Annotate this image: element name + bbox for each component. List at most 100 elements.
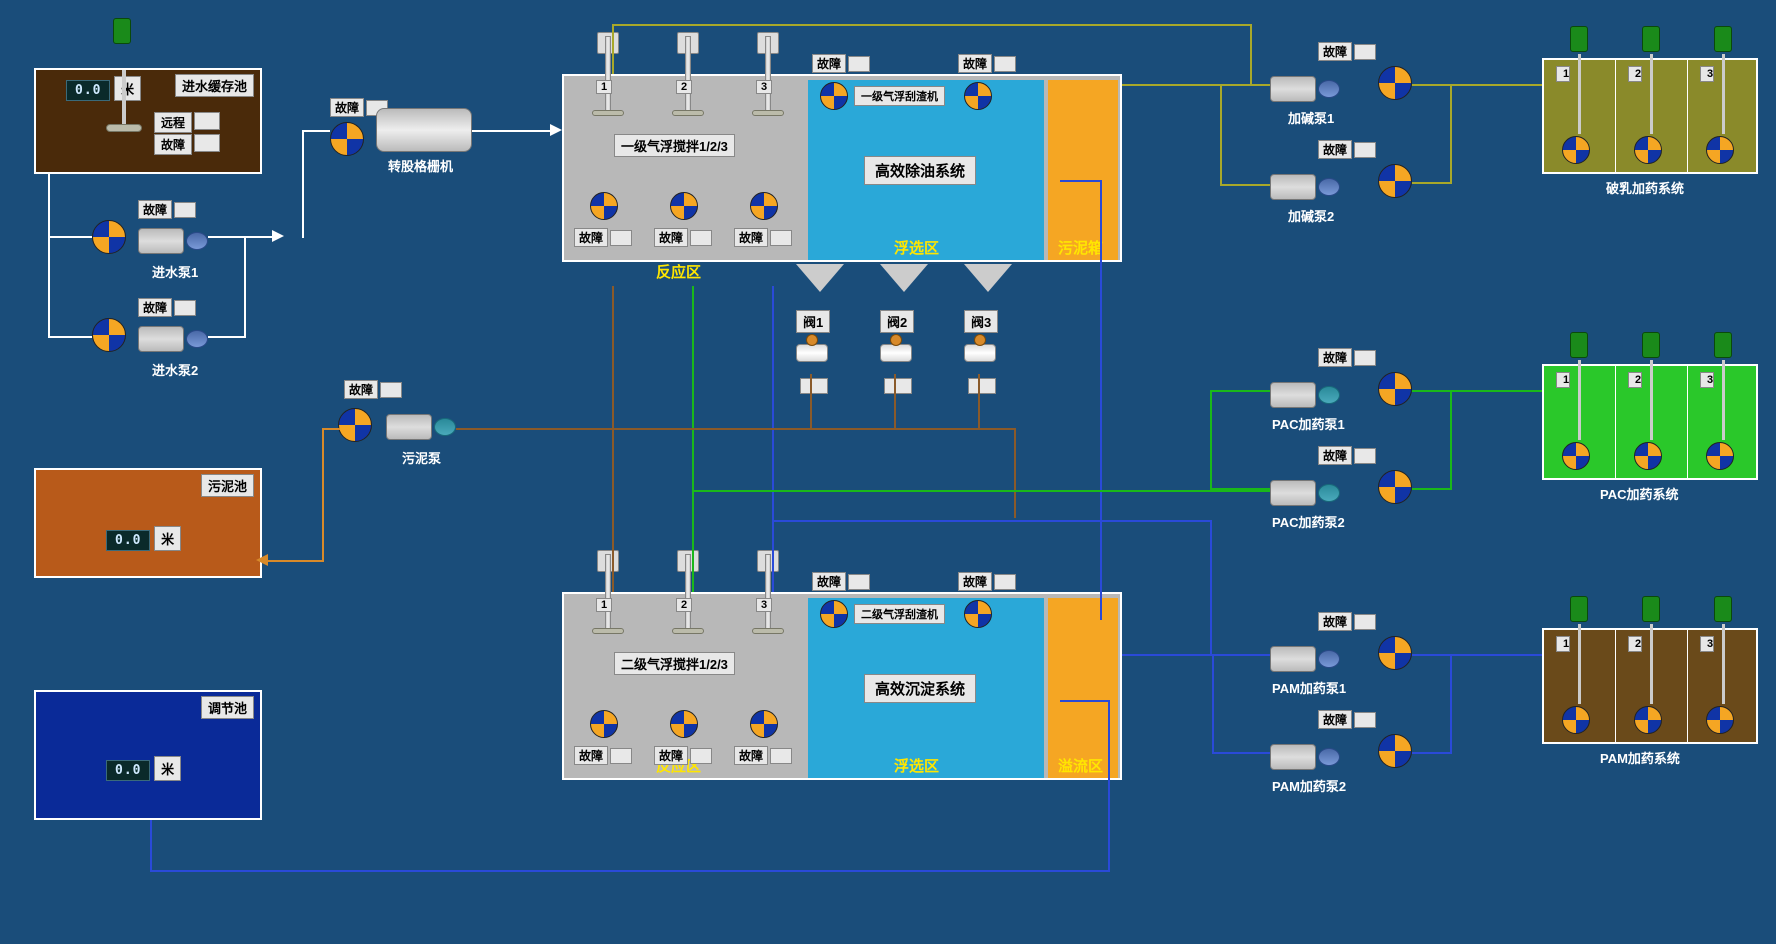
system2-fault-top1[interactable]: 故障 (812, 572, 870, 591)
pac-mixer-num-1: 1 (1556, 372, 1570, 388)
inlet-pump1-icon (138, 222, 208, 260)
system1-zone-sludge: 污泥箱 (1058, 237, 1103, 258)
sludge-tank-unit: 米 (154, 526, 181, 551)
screen-label: 转股格栅机 (388, 156, 453, 175)
system2-mix3-status-icon[interactable] (750, 710, 778, 738)
system1-valve3-icon[interactable] (958, 338, 1002, 368)
pac-pump2-icon (1270, 474, 1340, 512)
pac-mixer-num-2: 2 (1628, 372, 1642, 388)
system1-valve2-indicator[interactable] (884, 378, 912, 394)
pam-mixer2-motor-icon (1642, 596, 1660, 622)
system2-scraper-status-left-icon[interactable] (820, 600, 848, 628)
system2-panel: 反应区 浮选区 溢流区 二级气浮搅拌1/2/3 高效沉淀系统 二级气浮刮渣机 (562, 592, 1122, 780)
alkali-mixer1-motor-icon (1570, 26, 1588, 52)
pac-pump1-label: PAC加药泵1 (1272, 414, 1345, 433)
pam-mixer-num-3: 3 (1700, 636, 1714, 652)
system1-mix3-fault[interactable]: 故障 (734, 228, 792, 247)
inlet-fault-indicator[interactable] (194, 134, 220, 152)
pac-pump2-status-icon[interactable] (1378, 470, 1412, 504)
system1-valve1-icon[interactable] (790, 338, 834, 368)
system1-mix3-status-icon[interactable] (750, 192, 778, 220)
pac-pump1-status-icon[interactable] (1378, 372, 1412, 406)
system1-fault-top2[interactable]: 故障 (958, 54, 1016, 73)
system1-valve2-icon[interactable] (874, 338, 918, 368)
alkali-pump1-fault[interactable]: 故障 (1318, 42, 1376, 61)
alkali-mix1-status-icon[interactable] (1562, 136, 1590, 164)
pam-pump2-icon (1270, 738, 1340, 776)
screen-status-icon[interactable] (330, 122, 364, 156)
adjust-tank: 调节池 0.0 米 (34, 690, 262, 820)
system1-fault-top1[interactable]: 故障 (812, 54, 870, 73)
system1-valve3-indicator[interactable] (968, 378, 996, 394)
pam-pump1-icon (1270, 640, 1340, 678)
system1-mix2-status-icon[interactable] (670, 192, 698, 220)
system1-valve1-indicator[interactable] (800, 378, 828, 394)
inlet-pump1-status-icon[interactable] (92, 220, 126, 254)
system2-mix2-status-icon[interactable] (670, 710, 698, 738)
pam-pump2-fault[interactable]: 故障 (1318, 710, 1376, 729)
pac-pump2-fault[interactable]: 故障 (1318, 446, 1376, 465)
pac-mixer-num-3: 3 (1700, 372, 1714, 388)
alkali-pump2-status-icon[interactable] (1378, 164, 1412, 198)
inlet-mixer-shaft-icon (122, 70, 126, 128)
alkali-mix2-status-icon[interactable] (1634, 136, 1662, 164)
alkali-pump2-fault[interactable]: 故障 (1318, 140, 1376, 159)
inlet-pump2-status-icon[interactable] (92, 318, 126, 352)
system2-mix2-fault[interactable]: 故障 (654, 746, 712, 765)
alkali-pump1-status-icon[interactable] (1378, 66, 1412, 100)
pac-mixer2-motor-icon (1642, 332, 1660, 358)
pam-system-label: PAM加药系统 (1600, 748, 1680, 767)
system1-mix-title: 一级气浮搅拌1/2/3 (614, 134, 735, 157)
inlet-buffer-unit: 米 (114, 76, 141, 101)
adjust-tank-unit: 米 (154, 756, 181, 781)
pac-pump1-fault[interactable]: 故障 (1318, 348, 1376, 367)
inlet-remote-indicator[interactable] (194, 112, 220, 130)
alkali-mixer-num-1: 1 (1556, 66, 1570, 82)
system2-mix3-fault[interactable]: 故障 (734, 746, 792, 765)
pam-mixer3-motor-icon (1714, 596, 1732, 622)
system2-zone-over: 溢流区 (1058, 755, 1103, 776)
system1-mix1-fault[interactable]: 故障 (574, 228, 632, 247)
pac-mix3-status-icon[interactable] (1706, 442, 1734, 470)
pam-mix1-status-icon[interactable] (1562, 706, 1590, 734)
pac-mix2-status-icon[interactable] (1634, 442, 1662, 470)
adjust-tank-value: 0.0 (106, 760, 150, 781)
system1-scraper-status-right-icon[interactable] (964, 82, 992, 110)
alkali-mix3-status-icon[interactable] (1706, 136, 1734, 164)
system2-fault-top2[interactable]: 故障 (958, 572, 1016, 591)
system1-title: 高效除油系统 (864, 156, 976, 185)
system1-mix2-fault[interactable]: 故障 (654, 228, 712, 247)
alkali-system-label: 破乳加药系统 (1606, 178, 1684, 197)
system2-scraper-label: 二级气浮刮渣机 (854, 604, 945, 624)
pam-pump1-status-icon[interactable] (1378, 636, 1412, 670)
pac-mix1-status-icon[interactable] (1562, 442, 1590, 470)
screen-icon (376, 108, 472, 152)
sludge-pump-fault[interactable]: 故障 (344, 380, 402, 399)
inlet-pump1-label: 进水泵1 (152, 262, 198, 281)
system2-mix1-fault[interactable]: 故障 (574, 746, 632, 765)
sludge-pump-label: 污泥泵 (402, 448, 441, 467)
system2-mix1-status-icon[interactable] (590, 710, 618, 738)
inlet-pump2-label: 进水泵2 (152, 360, 198, 379)
inlet-pump1-fault[interactable]: 故障 (138, 200, 196, 219)
system1-hopper-1-icon (796, 264, 844, 292)
pam-mix3-status-icon[interactable] (1706, 706, 1734, 734)
system1-mix1-status-icon[interactable] (590, 192, 618, 220)
system1-scraper-status-left-icon[interactable] (820, 82, 848, 110)
sludge-pump-status-icon[interactable] (338, 408, 372, 442)
pam-pump2-status-icon[interactable] (1378, 734, 1412, 768)
system1-panel: 反应区 浮选区 污泥箱 一级气浮搅拌1/2/3 高效除油系统 一级气浮刮渣机 (562, 74, 1122, 262)
pac-pump2-label: PAC加药泵2 (1272, 512, 1345, 531)
system1-valve2-label: 阀2 (880, 310, 914, 333)
pam-mixer-num-2: 2 (1628, 636, 1642, 652)
pac-system-label: PAC加药系统 (1600, 484, 1678, 503)
inlet-pump2-fault[interactable]: 故障 (138, 298, 196, 317)
pam-pump1-fault[interactable]: 故障 (1318, 612, 1376, 631)
pam-mix2-status-icon[interactable] (1634, 706, 1662, 734)
system2-scraper-status-right-icon[interactable] (964, 600, 992, 628)
alkali-mixer3-motor-icon (1714, 26, 1732, 52)
alkali-pump2-icon (1270, 168, 1340, 206)
system1-valve1-label: 阀1 (796, 310, 830, 333)
inlet-remote-label: 远程 (154, 112, 192, 133)
inlet-buffer-title: 进水缓存池 (175, 74, 254, 97)
